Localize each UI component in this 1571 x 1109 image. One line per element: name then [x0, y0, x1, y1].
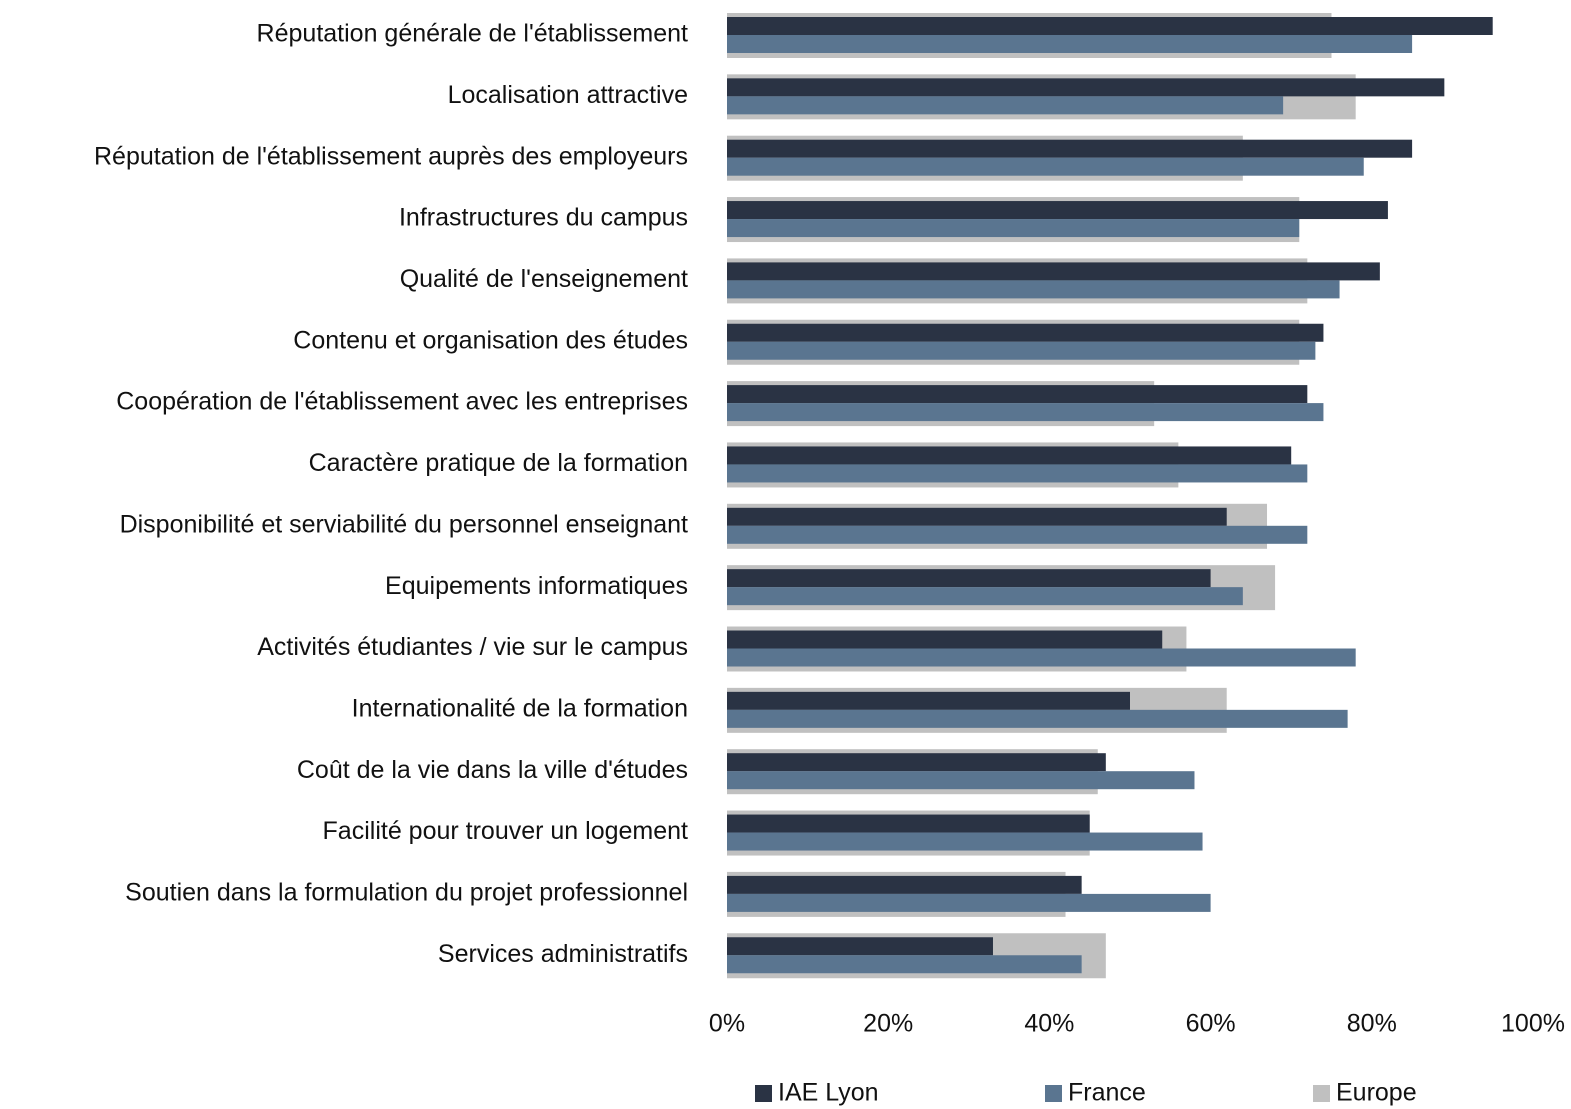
bar: [727, 403, 1324, 422]
category-label: Coopération de l'établissement avec les …: [116, 388, 688, 416]
category-label: Soutien dans la formulation du projet pr…: [125, 879, 688, 907]
bar: [727, 280, 1340, 299]
category-label: Services administratifs: [438, 940, 688, 968]
category-label: Activités étudiantes / vie sur le campus: [257, 633, 688, 661]
bar: [727, 937, 993, 956]
bar: [727, 35, 1413, 53]
bar: [727, 323, 1324, 342]
bar: [727, 648, 1356, 667]
x-tick-label: 0%: [709, 1010, 745, 1038]
bar: [727, 814, 1090, 833]
legend-label: France: [1068, 1079, 1146, 1107]
bar: [727, 507, 1227, 526]
bar: [727, 78, 1445, 97]
bar: [727, 587, 1243, 606]
category-label: Facilité pour trouver un logement: [323, 817, 689, 845]
category-label: Equipements informatiques: [385, 572, 688, 600]
x-tick-label: 40%: [1024, 1010, 1074, 1038]
category-label: Disponibilité et serviabilité du personn…: [120, 510, 688, 538]
category-label: Coût de la vie dans la ville d'études: [297, 756, 688, 784]
category-label: Contenu et organisation des études: [293, 326, 688, 354]
bar: [727, 525, 1308, 544]
bar: [727, 464, 1308, 483]
bar: [727, 709, 1348, 728]
bar: [727, 341, 1316, 360]
category-label: Internationalité de la formation: [352, 694, 688, 722]
bar: [727, 262, 1380, 281]
legend-label: IAE Lyon: [778, 1079, 879, 1107]
x-tick-label: 20%: [863, 1010, 913, 1038]
bar: [727, 771, 1195, 790]
x-tick-label: 100%: [1501, 1010, 1565, 1038]
bar: [727, 17, 1493, 35]
bar: [727, 157, 1364, 176]
bar: [727, 691, 1130, 710]
x-tick-label: 60%: [1186, 1010, 1236, 1038]
bar: [727, 832, 1203, 851]
bar: [727, 630, 1163, 649]
x-tick-label: 80%: [1347, 1010, 1397, 1038]
bar: [727, 96, 1284, 115]
category-label: Infrastructures du campus: [399, 204, 688, 232]
bar: [727, 446, 1292, 465]
category-label: Réputation de l'établissement auprès des…: [94, 142, 688, 170]
bar: [727, 201, 1388, 220]
category-label: Qualité de l'enseignement: [400, 265, 688, 293]
bar: [727, 219, 1300, 238]
legend-swatch: [1313, 1085, 1330, 1102]
bar: [727, 569, 1211, 588]
legend-label: Europe: [1336, 1079, 1417, 1107]
bar: [727, 893, 1211, 912]
category-label: Réputation générale de l'établissement: [257, 20, 688, 48]
bar: [727, 955, 1082, 974]
category-label: Localisation attractive: [448, 81, 688, 109]
legend-swatch: [755, 1085, 772, 1102]
category-label: Caractère pratique de la formation: [309, 449, 688, 477]
bar: [727, 139, 1413, 158]
legend-swatch: [1045, 1085, 1062, 1102]
bar: [727, 875, 1082, 894]
bar: [727, 385, 1308, 404]
bar: [727, 753, 1106, 772]
